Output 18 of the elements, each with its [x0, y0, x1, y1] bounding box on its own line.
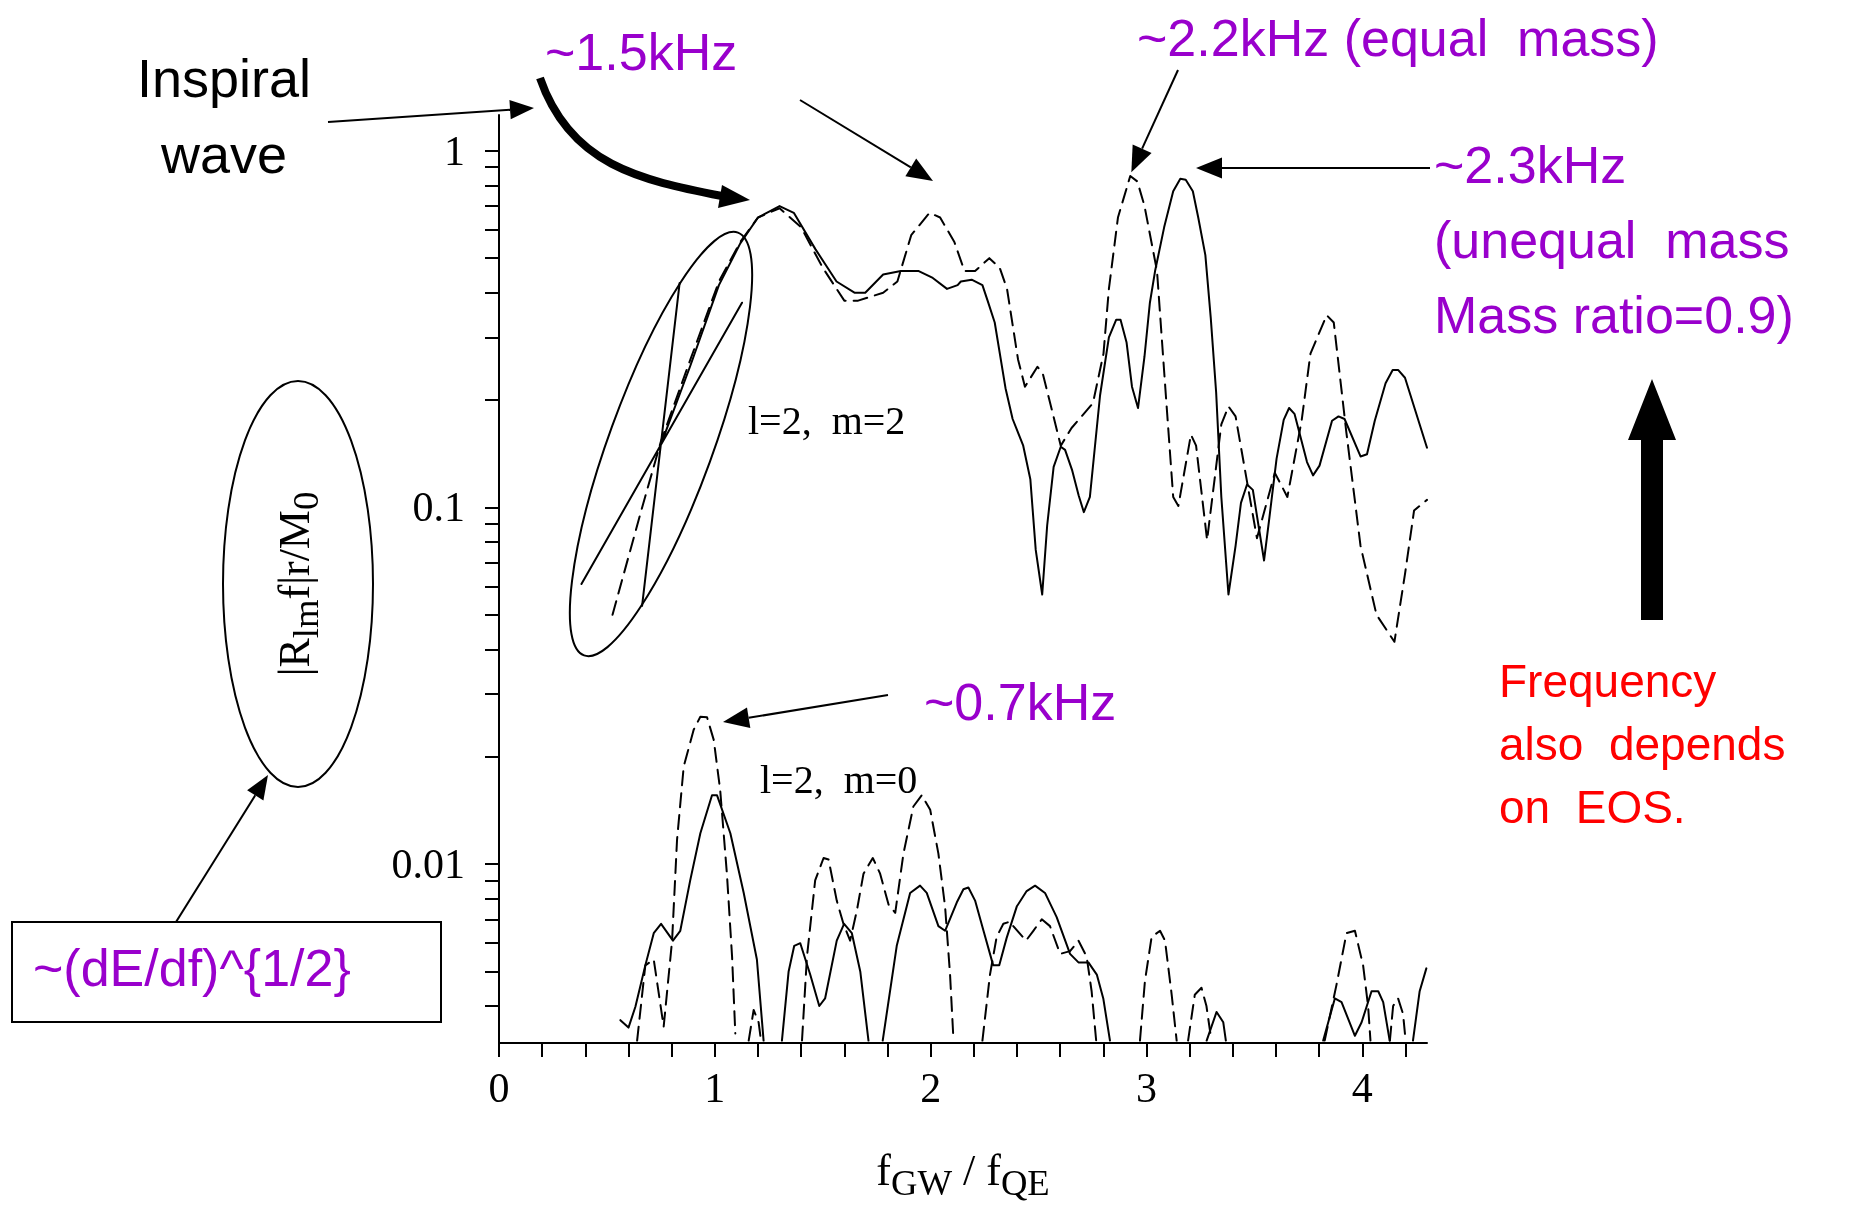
annotation: ~0.7kHz: [924, 672, 1117, 732]
y-tick-label: 0.1: [412, 484, 465, 531]
y-tick-label: 1: [444, 127, 465, 174]
x-tick-label: 1: [704, 1065, 726, 1111]
text: Frequency also depends on EOS.: [1499, 654, 1786, 835]
y-tick-label: 0.01: [391, 841, 465, 888]
x-tick-label: 0: [488, 1065, 510, 1111]
text: ~2.3kHz (unequal mass Mass ratio=0.9): [1434, 135, 1794, 346]
x-tick-label: 3: [1135, 1065, 1157, 1111]
text: ~1.5kHz: [545, 22, 738, 82]
x-axis-title: f$_{GW}$ / f$_{QE}$: [876, 1145, 1050, 1204]
annotation: ~2.2kHz (equal mass): [1137, 8, 1659, 68]
annotation: l=2, m=2: [748, 398, 906, 444]
x-tick-label: 2: [920, 1065, 942, 1111]
text: Inspiral wave: [136, 47, 312, 186]
annotation: l=2, m=0: [760, 757, 918, 803]
text: ~(dE/df)^{1/2}: [33, 938, 351, 998]
x-tick-label: 4: [1351, 1065, 1373, 1111]
